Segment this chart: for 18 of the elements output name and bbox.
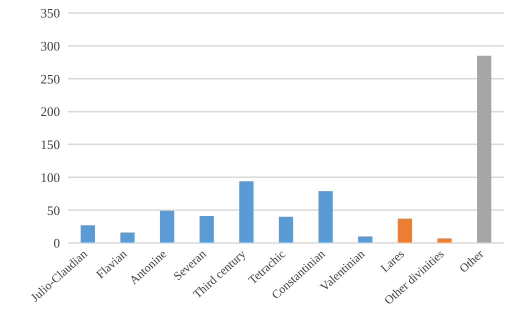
y-tick-label: 100 (40, 170, 60, 185)
bar (120, 232, 135, 243)
bar (477, 56, 492, 243)
bar (278, 216, 294, 243)
bar (160, 210, 174, 243)
bar (200, 216, 214, 243)
y-tick-label: 50 (47, 202, 60, 218)
bar (239, 181, 254, 243)
bar (358, 236, 372, 243)
y-tick-label: 0 (54, 236, 60, 251)
y-tick-label: 200 (40, 104, 60, 120)
y-tick-label: 300 (40, 38, 60, 54)
y-tick-label: 150 (40, 137, 60, 152)
bar (398, 218, 412, 243)
bar (318, 191, 333, 243)
bar (80, 225, 95, 243)
y-tick-label: 250 (40, 71, 60, 86)
y-tick-label: 350 (40, 6, 60, 21)
